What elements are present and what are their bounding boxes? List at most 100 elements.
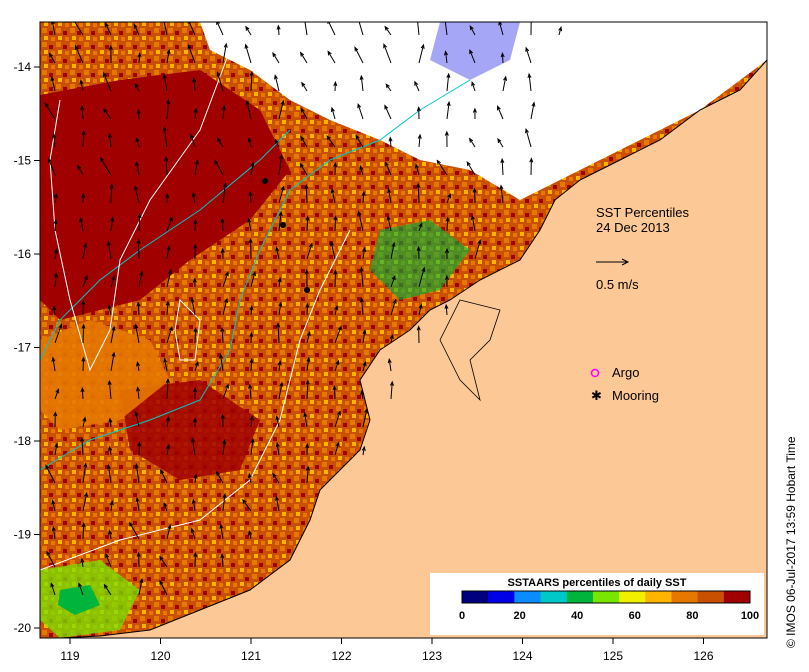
current-arrow xyxy=(469,25,476,36)
current-arrow xyxy=(272,51,280,64)
current-arrow xyxy=(390,241,396,260)
current-arrow xyxy=(51,356,56,372)
current-arrow xyxy=(417,133,422,148)
current-arrow xyxy=(333,269,338,288)
current-arrow xyxy=(82,416,87,428)
current-arrow xyxy=(110,325,116,344)
marker-legend: Argo ✱ Mooring xyxy=(590,365,659,403)
current-arrow xyxy=(220,247,225,260)
current-arrow xyxy=(135,161,140,176)
current-arrow xyxy=(80,104,85,120)
current-arrow xyxy=(359,297,364,316)
current-arrow xyxy=(248,383,253,400)
current-arrow xyxy=(444,303,449,316)
current-arrow xyxy=(247,217,252,232)
current-arrow xyxy=(108,445,113,456)
current-arrow xyxy=(359,165,364,176)
current-arrow xyxy=(242,498,252,512)
current-arrow xyxy=(220,217,225,232)
mooring-marker xyxy=(262,178,268,184)
current-arrow xyxy=(272,472,280,484)
x-tick-label: 119 xyxy=(60,649,79,663)
colorbar-swatch xyxy=(697,591,725,603)
current-arrow xyxy=(106,240,112,260)
current-arrow xyxy=(50,582,56,596)
current-arrow xyxy=(193,243,198,260)
current-arrow xyxy=(216,22,224,36)
warm-anomaly-region xyxy=(40,70,290,320)
current-arrow xyxy=(48,157,56,176)
current-arrow xyxy=(299,51,308,64)
current-arrow xyxy=(446,193,451,204)
current-arrow xyxy=(277,277,282,288)
current-arrow xyxy=(306,356,311,372)
current-arrow xyxy=(162,73,168,92)
current-arrow xyxy=(166,416,171,428)
current-arrow xyxy=(216,470,224,484)
current-arrow xyxy=(385,83,392,92)
current-arrow xyxy=(305,215,310,232)
current-arrow xyxy=(134,410,140,428)
colorbar-tick-label: 100 xyxy=(741,610,759,622)
current-arrow xyxy=(190,133,196,148)
current-arrow xyxy=(222,438,227,456)
current-arrow xyxy=(278,381,284,400)
current-arrow xyxy=(53,192,58,204)
current-arrow xyxy=(386,215,392,232)
current-arrow xyxy=(216,136,224,148)
current-arrow xyxy=(469,48,476,64)
current-arrow xyxy=(108,44,113,64)
colorbar-title: SSTAARS percentiles of daily SST xyxy=(508,577,687,589)
y-tick-label: -19 xyxy=(14,528,32,542)
current-arrow xyxy=(54,271,59,288)
contour-loop xyxy=(174,298,201,361)
current-arrow xyxy=(326,135,336,148)
current-arrow xyxy=(135,136,140,148)
current-arrow xyxy=(334,410,341,428)
current-arrow xyxy=(54,442,59,456)
current-arrow xyxy=(107,379,112,400)
colorbar-swatch xyxy=(723,591,751,603)
current-arrow xyxy=(306,331,311,344)
argo-symbol xyxy=(590,368,600,378)
current-arrow xyxy=(388,136,393,148)
contour-line-2 xyxy=(49,49,231,372)
current-arrow xyxy=(390,298,397,316)
current-arrow xyxy=(219,353,224,372)
current-arrow xyxy=(134,82,140,92)
current-arrow xyxy=(53,411,58,428)
current-arrow xyxy=(166,268,173,288)
mooring-marker xyxy=(280,222,286,228)
current-arrow xyxy=(474,239,482,260)
current-arrow xyxy=(250,270,256,288)
current-arrow xyxy=(109,500,114,512)
current-arrow xyxy=(106,463,112,484)
current-arrow xyxy=(103,107,112,120)
x-tick-label: 120 xyxy=(150,649,170,663)
land-mass xyxy=(59,59,767,638)
current-arrow xyxy=(418,43,425,64)
current-arrow xyxy=(387,188,392,204)
current-arrow xyxy=(362,329,367,344)
current-arrow xyxy=(444,50,449,64)
plot-frame xyxy=(39,21,768,639)
y-tick-label: -20 xyxy=(14,621,32,635)
current-arrow xyxy=(107,304,112,316)
current-arrow xyxy=(444,22,448,36)
current-arrow xyxy=(274,138,280,148)
current-arrow xyxy=(357,102,364,120)
current-arrow xyxy=(498,22,504,36)
current-arrow xyxy=(301,81,308,92)
current-arrow xyxy=(110,275,116,288)
current-arrow xyxy=(383,43,392,64)
current-arrow xyxy=(499,184,504,204)
x-tick-label: 122 xyxy=(331,649,351,663)
colorbar-swatch xyxy=(592,591,620,603)
x-tick-label: 121 xyxy=(241,649,261,663)
current-arrow xyxy=(190,527,196,540)
current-arrow xyxy=(305,465,310,484)
current-arrow xyxy=(530,22,532,36)
current-arrow xyxy=(194,159,199,176)
current-arrow xyxy=(418,222,423,232)
colorbar-swatch xyxy=(488,591,515,603)
